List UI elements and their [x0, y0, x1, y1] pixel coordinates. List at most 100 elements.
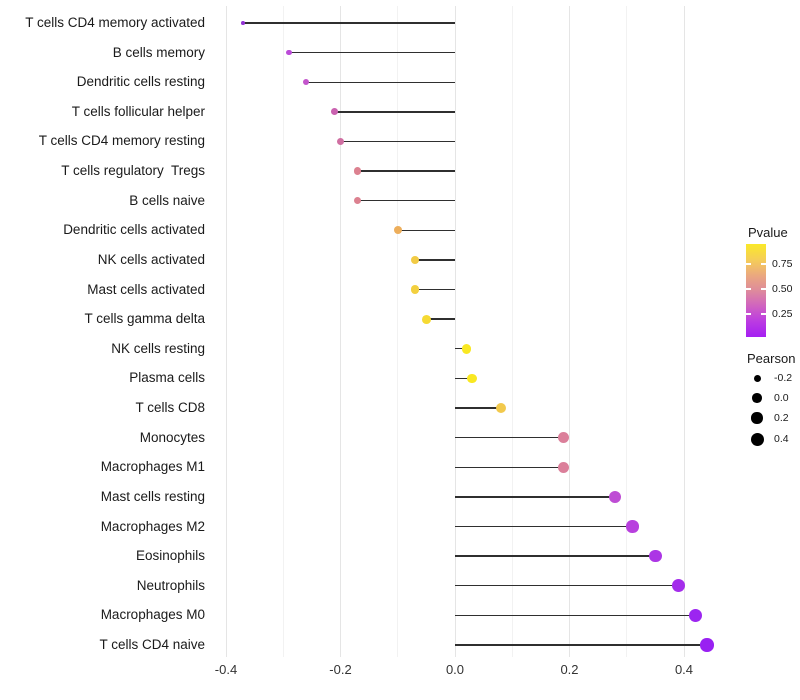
- category-label: Macrophages M1: [100, 459, 205, 475]
- major-gridline: [569, 6, 570, 657]
- lollipop-stem: [455, 585, 679, 587]
- category-label: T cells gamma delta: [84, 311, 205, 327]
- lollipop-stem: [455, 407, 501, 409]
- pvalue-legend-title: Pvalue: [748, 225, 788, 240]
- pearson-size-key-label: 0.0: [774, 392, 789, 404]
- lollipop-stem: [455, 525, 633, 528]
- category-label: T cells CD4 memory activated: [25, 15, 205, 30]
- category-label: Mast cells resting: [100, 488, 205, 504]
- pearson-size-key-dot: [751, 412, 763, 424]
- lollipop-stem: [455, 436, 564, 439]
- colorbar-tick-label: 0.25: [772, 308, 793, 320]
- major-gridline: [225, 6, 227, 657]
- colorbar-tick: [761, 313, 766, 315]
- category-label: T cells regulatory Tregs: [61, 163, 205, 179]
- minor-gridline: [511, 6, 513, 657]
- lollipop-stem: [455, 348, 467, 350]
- lollipop-dot: [410, 255, 420, 265]
- x-tick-label: -0.2: [329, 662, 352, 677]
- category-label: T cells CD4 memory resting: [38, 133, 205, 149]
- lollipop-dot: [649, 549, 662, 563]
- category-label: Monocytes: [139, 429, 205, 445]
- lollipop-stem: [455, 496, 616, 498]
- lollipop-stem: [414, 288, 455, 291]
- minor-gridline: [626, 6, 628, 657]
- category-label: T cells follicular helper: [71, 103, 205, 119]
- lollipop-stem: [455, 377, 473, 380]
- major-gridline: [454, 6, 456, 657]
- lollipop-stem: [243, 22, 455, 24]
- lollipop-dot: [353, 167, 362, 175]
- pearson-legend-title: Pearson: [747, 351, 796, 366]
- colorbar-tick: [746, 263, 751, 265]
- colorbar-tick: [746, 313, 751, 315]
- minor-gridline: [397, 6, 399, 657]
- category-label: NK cells activated: [97, 251, 205, 267]
- lollipop-stem: [455, 555, 656, 557]
- category-label: Macrophages M2: [100, 518, 205, 534]
- category-label: T cells CD8: [135, 400, 205, 416]
- colorbar-tick-label: 0.50: [772, 283, 793, 295]
- category-label: Macrophages M0: [100, 607, 205, 623]
- category-label: Mast cells activated: [87, 281, 205, 297]
- major-gridline: [683, 6, 685, 657]
- category-label: Dendritic cells resting: [76, 74, 205, 90]
- lollipop-dot: [337, 137, 344, 145]
- lollipop-stem: [340, 140, 455, 143]
- lollipop-dot: [286, 49, 292, 56]
- lollipop-dot: [353, 197, 362, 205]
- pearson-size-key-label: -0.2: [774, 372, 793, 384]
- pearson-size-key-dot: [753, 374, 761, 382]
- lollipop-stem: [455, 614, 696, 617]
- lollipop-stem: [455, 644, 707, 646]
- lollipop-dot: [558, 461, 570, 473]
- lollipop-stem: [397, 229, 455, 232]
- x-tick-label: 0.0: [445, 662, 465, 677]
- lollipop-stem: [334, 111, 455, 113]
- lollipop-dot: [241, 21, 246, 25]
- lollipop-dot: [700, 638, 714, 652]
- colorbar-tick: [761, 263, 766, 265]
- colorbar-tick: [761, 288, 766, 290]
- lollipop-stem: [288, 51, 455, 54]
- category-label: NK cells resting: [111, 340, 205, 356]
- lollipop-stem: [414, 259, 455, 261]
- x-tick-label: -0.4: [214, 662, 238, 677]
- lollipop-dot: [393, 226, 402, 235]
- colorbar-tick-label: 0.75: [772, 258, 793, 270]
- minor-gridline: [282, 6, 284, 657]
- lollipop-stem: [357, 200, 455, 202]
- pearson-size-key-label: 0.2: [774, 412, 789, 424]
- x-tick-label: 0.4: [674, 662, 694, 677]
- lollipop-dot: [609, 490, 622, 503]
- lollipop-dot: [303, 79, 310, 86]
- category-label: Eosinophils: [135, 548, 205, 564]
- pvalue-colorbar: [746, 244, 766, 337]
- pearson-size-key-dot: [752, 393, 762, 403]
- category-label: Neutrophils: [136, 577, 205, 593]
- lollipop-dot: [461, 343, 472, 354]
- category-label: Dendritic cells activated: [63, 222, 205, 238]
- lollipop-stem: [306, 81, 455, 83]
- x-tick-label: 0.2: [560, 662, 579, 677]
- category-label: T cells CD4 naive: [99, 636, 205, 652]
- lollipop-dot: [626, 520, 639, 533]
- category-label: B cells memory: [112, 44, 205, 60]
- lollipop-stem: [426, 318, 455, 320]
- lollipop-dot: [331, 108, 339, 116]
- colorbar-tick: [746, 288, 751, 290]
- lollipop-dot: [410, 285, 420, 294]
- category-label: B cells naive: [129, 192, 205, 208]
- lollipop-dot: [467, 373, 478, 384]
- lollipop-dot: [671, 579, 685, 593]
- pearson-size-key-label: 0.4: [774, 433, 789, 445]
- pearson-size-key-dot: [750, 432, 764, 446]
- lollipop-stem: [357, 170, 455, 172]
- lollipop-dot: [688, 608, 702, 622]
- lollipop-dot: [495, 402, 506, 414]
- category-label: Plasma cells: [129, 370, 205, 386]
- lollipop-stem: [455, 466, 564, 468]
- major-gridline: [340, 6, 341, 657]
- lollipop-dot: [421, 314, 431, 324]
